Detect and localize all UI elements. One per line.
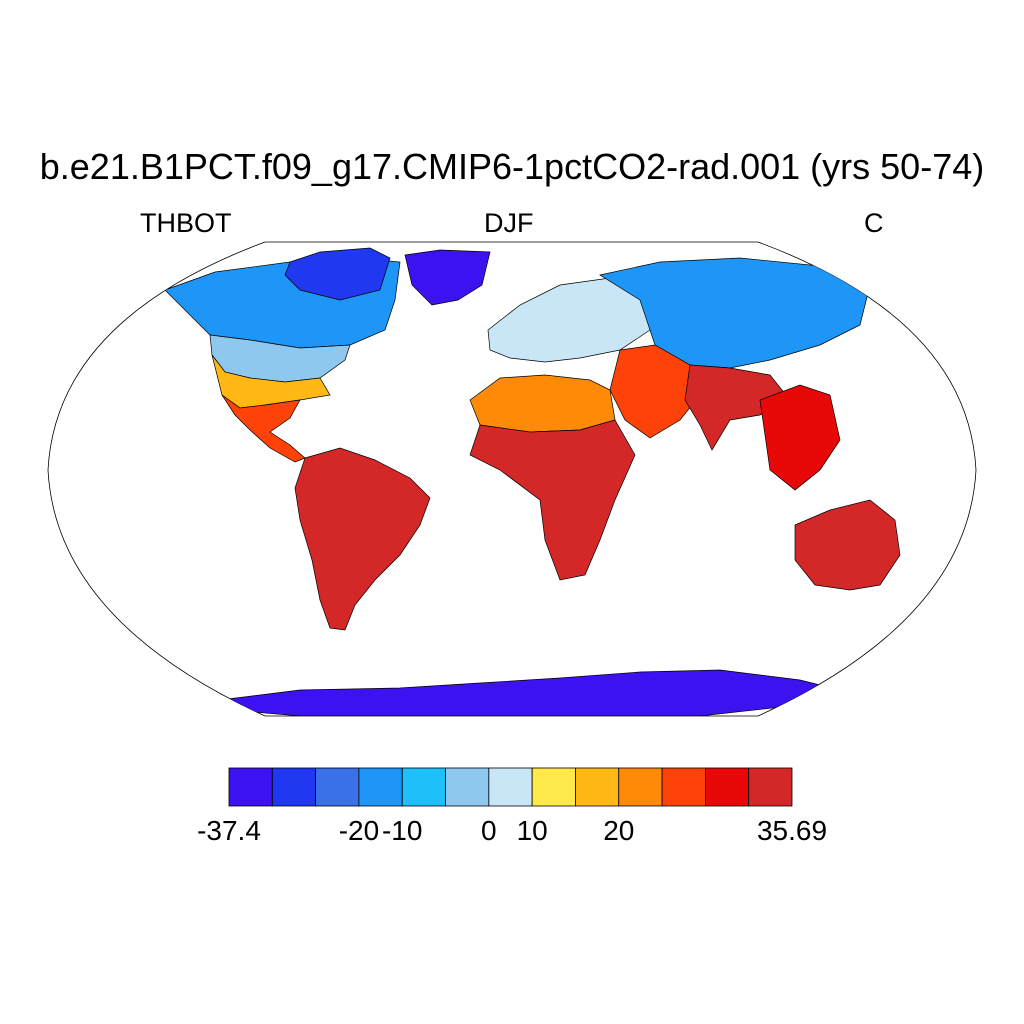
colorbar-box: [704, 767, 750, 807]
region-south-america: [294, 447, 431, 631]
colorbar-box: [575, 767, 620, 807]
season-label: DJF: [484, 208, 534, 238]
region-africa: [469, 419, 636, 581]
colorbar-box: [401, 767, 446, 807]
region-greenland: [404, 249, 491, 306]
region-india: [684, 364, 791, 451]
region-australia: [794, 499, 901, 591]
region-mexico-central-america: [221, 394, 306, 463]
colorbar-box: [358, 767, 403, 807]
colorbar-tick-label: 35.69: [756, 815, 828, 846]
region-europe: [487, 277, 651, 363]
colorbar-box: [315, 767, 360, 807]
colorbar-box: [488, 767, 533, 807]
region-antarctica: [219, 669, 842, 716]
colorbar-tick-label: -10: [381, 815, 423, 846]
colorbar-box: [228, 767, 273, 807]
colorbar-tick-label: 10: [516, 815, 548, 846]
units-label: C: [864, 208, 884, 238]
colorbar-tick-label: 20: [603, 815, 635, 846]
region-southeast-asia: [759, 384, 841, 491]
region-middle-east: [609, 344, 701, 439]
variable-label: THBOT: [140, 208, 232, 238]
colorbar-tick-label: -37.4: [197, 815, 261, 846]
colorbar-box: [748, 767, 793, 807]
colorbar-box: [271, 767, 317, 807]
colorbar-box: [445, 767, 490, 807]
plot-title: b.e21.B1PCT.f09_g17.CMIP6-1pctCO2-rad.00…: [39, 146, 985, 187]
colorbar-tick-label: 0: [481, 815, 497, 846]
colorbar-box: [531, 767, 576, 807]
colorbar-box: [661, 767, 706, 807]
colorbar-tick-label: -20: [338, 815, 380, 846]
colorbar-box: [618, 767, 663, 807]
region-arctic-canada: [284, 247, 391, 301]
